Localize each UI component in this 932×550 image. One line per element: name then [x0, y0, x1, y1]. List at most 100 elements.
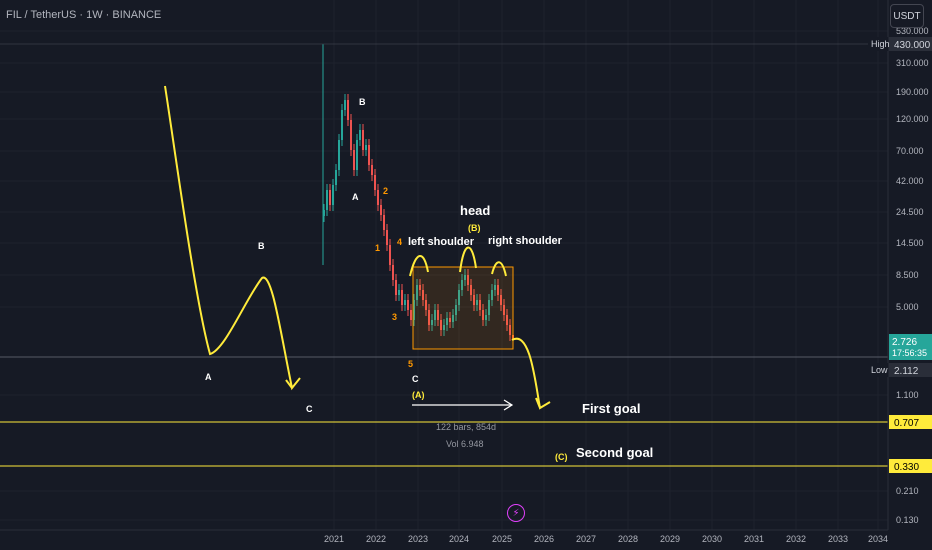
low-price-value: 2.112	[894, 366, 919, 377]
y-tick-label: 8.500	[896, 270, 919, 280]
wave-big-c-label: C	[306, 404, 313, 414]
left-shoulder-label: left shoulder	[408, 236, 475, 248]
candle-body	[443, 325, 445, 330]
wave-big-b-label: B	[258, 241, 265, 251]
low-price-tag	[889, 363, 932, 377]
goal2-price-value: 0.330	[894, 462, 919, 473]
candle-body	[419, 285, 421, 290]
candle-body	[470, 285, 472, 295]
candle-body	[497, 285, 499, 295]
abc-drawing-left[interactable]	[164, 85, 301, 391]
candle-body	[371, 165, 373, 175]
x-tick-label: 2030	[702, 534, 722, 544]
candle-body	[506, 315, 508, 325]
goal1-price-tag	[889, 415, 932, 429]
currency-button[interactable]: USDT	[890, 4, 924, 28]
candle-body	[401, 290, 403, 305]
head-label: head	[460, 203, 490, 218]
wave-c-label: C	[412, 374, 419, 384]
left-shoulder-curve[interactable]	[409, 255, 429, 277]
paren-a-label: (A)	[412, 390, 425, 400]
x-tick-label: 2029	[660, 534, 680, 544]
lightning-icon[interactable]: ⚡	[507, 504, 525, 522]
range-box[interactable]	[412, 266, 514, 350]
candle-body	[509, 325, 511, 335]
candle-body	[416, 285, 418, 300]
candle-body	[329, 190, 331, 205]
y-tick-label: 0.210	[896, 486, 919, 496]
y-tick-label: 190.000	[896, 87, 929, 97]
wave-5-label: 5	[408, 359, 413, 369]
candle-body	[464, 275, 466, 280]
candle-body	[362, 130, 364, 150]
high-label-box	[868, 37, 888, 51]
candle-body	[404, 300, 406, 305]
head-curve[interactable]	[459, 246, 477, 273]
candle-body	[434, 310, 436, 320]
candle-body	[347, 100, 349, 120]
candle-body	[467, 275, 469, 285]
candle-body	[386, 230, 388, 245]
wave-big-a-label: A	[205, 372, 212, 382]
x-tick-label: 2022	[366, 534, 386, 544]
candle-body	[380, 205, 382, 215]
candle-body	[398, 290, 400, 295]
second-goal-label: Second goal	[576, 445, 653, 460]
candle-body	[503, 305, 505, 315]
candle-body	[437, 310, 439, 320]
candle-body	[428, 310, 430, 325]
candle-body	[425, 300, 427, 310]
candle-body	[368, 145, 370, 165]
candle-body	[365, 145, 367, 150]
x-tick-label: 2023	[408, 534, 428, 544]
candle-body	[488, 300, 490, 315]
time-axis[interactable]: 2021 2022 2023 2024 2025 2026 2027 2028 2029 2030…	[324, 534, 888, 544]
candle-body	[455, 305, 457, 315]
candle-body	[473, 295, 475, 305]
wave-a-label: A	[352, 192, 359, 202]
grid	[0, 0, 888, 530]
x-tick-label: 2024	[449, 534, 469, 544]
x-tick-label: 2031	[744, 534, 764, 544]
goal2-price-tag	[889, 459, 932, 473]
low-label: Low	[871, 365, 888, 375]
candle-body	[326, 190, 328, 210]
candle-body	[494, 285, 496, 290]
wave-3-label: 3	[392, 312, 397, 322]
right-shoulder-curve[interactable]	[491, 261, 507, 277]
paren-b-label: (B)	[468, 223, 481, 233]
candle-body	[413, 300, 415, 320]
measure-arrow-head	[503, 399, 514, 411]
candle-body	[479, 300, 481, 310]
wave-1-label: 1	[375, 243, 380, 253]
candle-body	[476, 300, 478, 305]
candle-body	[389, 245, 391, 265]
x-tick-label: 2027	[576, 534, 596, 544]
candle-body	[350, 120, 352, 150]
paren-c-label: (C)	[555, 452, 568, 462]
candle-body	[392, 265, 394, 280]
candles	[322, 44, 514, 346]
price-axis[interactable]: 530.000 310.000 190.000 120.000 70.000 42.000…	[896, 26, 929, 525]
candle-body	[422, 290, 424, 300]
y-tick-label: 0.130	[896, 515, 919, 525]
candle-body	[440, 320, 442, 330]
x-tick-label: 2034	[868, 534, 888, 544]
y-tick-label: 310.000	[896, 58, 929, 68]
candle-body	[344, 100, 346, 110]
symbol-title: FIL / TetherUS · 1W · BINANCE	[6, 9, 162, 21]
y-tick-label: 1.100	[896, 390, 919, 400]
candle-body	[359, 130, 361, 140]
candle-body	[407, 300, 409, 310]
high-label: High	[871, 39, 890, 49]
y-tick-label: 5.000	[896, 302, 919, 312]
projection-curve[interactable]	[511, 337, 551, 410]
candle-body	[500, 295, 502, 305]
candle-body	[338, 140, 340, 170]
candle-body	[458, 290, 460, 305]
y-tick-label: 14.500	[896, 238, 924, 248]
x-tick-label: 2026	[534, 534, 554, 544]
candle-body	[374, 175, 376, 190]
